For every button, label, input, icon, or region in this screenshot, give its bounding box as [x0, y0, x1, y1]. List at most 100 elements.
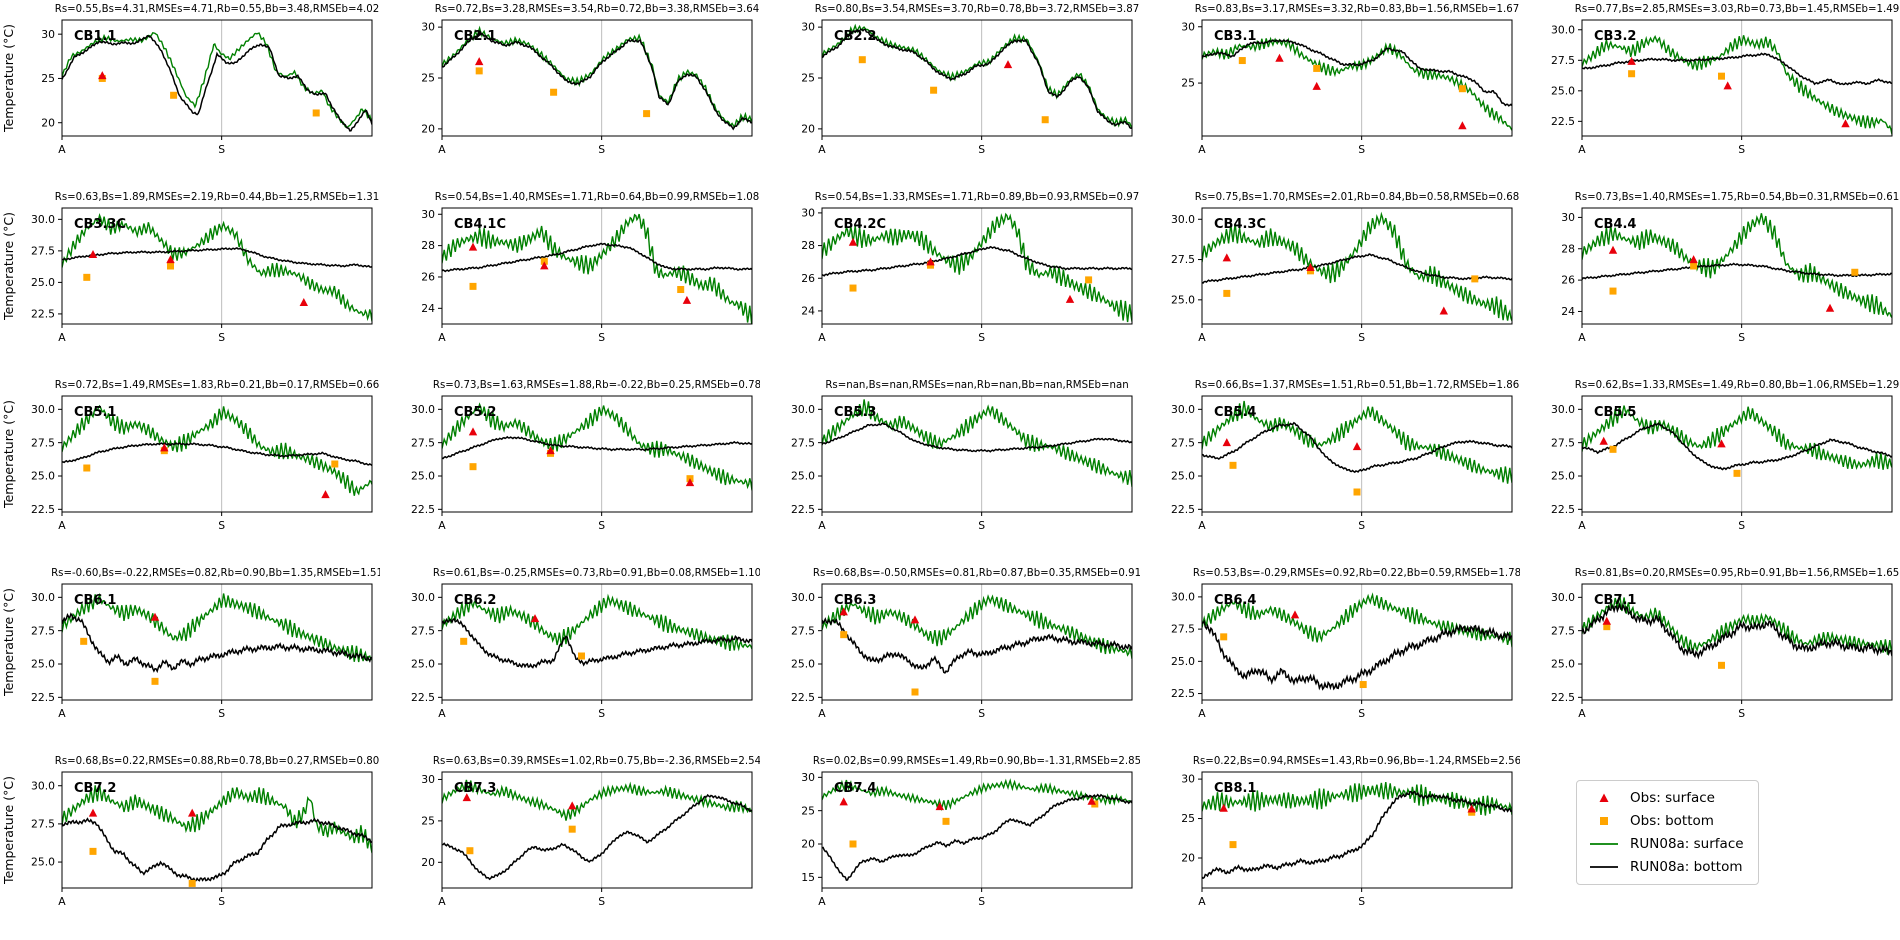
obs-surface-marker: [462, 793, 471, 802]
y-tick-label: 25: [801, 804, 815, 817]
y-tick-label: 20: [421, 856, 435, 869]
y-axis-label: Temperature (°C): [1, 588, 16, 697]
subplot-CB4.2C: Rs=0.54,Bs=1.33,RMSEs=1.71,Rb=0.89,Bb=0.…: [760, 188, 1140, 376]
subplot-stats-title: Rs=0.77,Bs=2.85,RMSEs=3.03,Rb=0.73,Bb=1.…: [1575, 4, 1900, 15]
subplot-canvas: Rs=0.75,Bs=1.70,RMSEs=2.01,Rb=0.84,Bb=0.…: [1171, 192, 1519, 344]
obs-surface-marker: [1825, 303, 1835, 312]
run-bottom-line: [1582, 601, 1892, 660]
station-label: CB2.1: [454, 29, 496, 44]
obs-surface-marker: [935, 802, 944, 811]
obs-surface-marker: [150, 612, 160, 621]
station-label: CB7.4: [834, 781, 876, 796]
obs-surface-marker: [1222, 438, 1231, 447]
subplot-canvas: Rs=0.72,Bs=3.28,RMSEs=3.54,Rb=0.72,Bb=3.…: [421, 4, 760, 156]
y-tick-label: 27.5: [31, 436, 55, 449]
station-label: CB5.4: [1214, 405, 1256, 420]
obs-bottom-marker: [840, 631, 848, 639]
obs-surface-marker: [1599, 436, 1608, 445]
y-tick-label: 30.0: [31, 213, 55, 226]
obs-surface-marker: [682, 295, 692, 304]
station-label: CB1.1: [74, 29, 116, 44]
station-label: CB6.1: [74, 593, 116, 608]
run-bottom-line: [442, 793, 752, 881]
x-tick-label: S: [1358, 143, 1365, 156]
y-tick-label: 20: [1181, 852, 1195, 865]
obs-bottom-marker: [1628, 70, 1636, 78]
x-tick-label: A: [818, 707, 826, 720]
obs-bottom-marker: [80, 637, 88, 645]
y-axis-label: Temperature (°C): [1, 24, 16, 133]
obs-surface-marker: [1627, 56, 1636, 65]
obs-surface-marker: [188, 808, 197, 817]
axes-box: [1581, 583, 1893, 701]
legend-label: RUN08a: surface: [1630, 836, 1744, 852]
obs-bottom-marker: [1223, 289, 1231, 297]
station-label: CB7.2: [74, 781, 116, 796]
subplot-CB6.1: Rs=-0.60,Bs=-0.22,RMSEs=0.82,Rb=0.90,Bb=…: [0, 564, 380, 752]
subplot-canvas: Rs=0.81,Bs=0.20,RMSEs=0.95,Rb=0.91,Bb=1.…: [1551, 568, 1899, 720]
y-tick-label: 30.0: [1551, 23, 1575, 36]
subplot-stats-title: Rs=0.72,Bs=1.49,RMSEs=1.83,Rb=0.21,Bb=0.…: [55, 380, 380, 391]
obs-bottom-marker: [550, 88, 558, 96]
y-tick-label: 27.5: [1551, 54, 1575, 67]
obs-bottom-square-icon: [1600, 817, 1608, 825]
run-bottom-line: [62, 612, 372, 674]
x-tick-label: A: [438, 331, 446, 344]
subplot-CB5.1: Rs=0.72,Bs=1.49,RMSEs=1.83,Rb=0.21,Bb=0.…: [0, 376, 380, 564]
y-tick-label: 30: [801, 771, 815, 784]
subplot-canvas: Rs=0.66,Bs=1.37,RMSEs=1.51,Rb=0.51,Bb=1.…: [1171, 380, 1519, 532]
y-tick-label: 22.5: [411, 691, 435, 704]
obs-bottom-marker: [1718, 661, 1725, 669]
y-tick-label: 30.0: [411, 591, 435, 604]
x-tick-label: S: [1738, 143, 1745, 156]
x-tick-label: S: [218, 707, 225, 720]
obs-surface-marker: [1306, 263, 1315, 272]
x-tick-label: A: [58, 707, 66, 720]
axes-box: [1201, 207, 1513, 325]
axes-box: [441, 771, 753, 889]
subplot-canvas: Rs=-0.60,Bs=-0.22,RMSEs=0.82,Rb=0.90,Bb=…: [1, 568, 380, 720]
subplot-canvas: Rs=0.73,Bs=1.40,RMSEs=1.75,Rb=0.54,Bb=0.…: [1561, 192, 1899, 344]
subplot-CB8.1: Rs=0.22,Bs=0.94,RMSEs=1.43,Rb=0.96,Bb=-1…: [1140, 752, 1520, 940]
subplot-CB4.3C: Rs=0.75,Bs=1.70,RMSEs=2.01,Rb=0.84,Bb=0.…: [1140, 188, 1520, 376]
obs-bottom-marker: [677, 286, 685, 294]
obs-bottom-marker: [1229, 461, 1237, 469]
legend-label: Obs: surface: [1630, 790, 1715, 806]
legend-item-obs-bottom: Obs: bottom: [1587, 813, 1744, 829]
y-tick-label: 24: [1561, 305, 1575, 318]
obs-surface-marker: [1222, 253, 1231, 262]
axes-box: [441, 395, 753, 513]
y-tick-label: 28: [421, 239, 435, 252]
y-tick-label: 27.5: [1551, 436, 1575, 449]
y-tick-label: 25.0: [791, 658, 815, 671]
obs-bottom-marker: [331, 460, 339, 468]
x-tick-label: A: [1198, 895, 1206, 908]
obs-bottom-marker: [167, 262, 174, 270]
y-tick-label: 25: [1181, 77, 1195, 90]
x-tick-label: A: [818, 143, 826, 156]
subplot-stats-title: Rs=0.72,Bs=3.28,RMSEs=3.54,Rb=0.72,Bb=3.…: [435, 4, 760, 15]
obs-surface-triangle-icon: [1599, 793, 1609, 802]
y-tick-label: 30: [41, 28, 55, 41]
x-tick-label: S: [598, 143, 605, 156]
x-tick-label: S: [978, 143, 985, 156]
axes-box: [1581, 395, 1893, 513]
run-surface-line: [1202, 211, 1512, 322]
obs-surface-marker: [88, 250, 98, 259]
axes-box: [1581, 207, 1893, 325]
axes-box: [1201, 395, 1513, 513]
obs-surface-marker: [1841, 119, 1850, 128]
run-bottom-line: [1582, 52, 1892, 86]
axes-box: [821, 771, 1133, 889]
obs-bottom-marker: [469, 282, 477, 290]
run-bottom-line: [442, 435, 752, 460]
y-tick-label: 22.5: [31, 503, 55, 516]
obs-surface-marker: [88, 808, 98, 817]
y-tick-label: 30.0: [411, 403, 435, 416]
x-tick-label: A: [818, 895, 826, 908]
station-label: CB4.4: [1594, 217, 1636, 232]
y-tick-label: 27.5: [31, 817, 55, 830]
obs-surface-marker: [839, 607, 848, 616]
